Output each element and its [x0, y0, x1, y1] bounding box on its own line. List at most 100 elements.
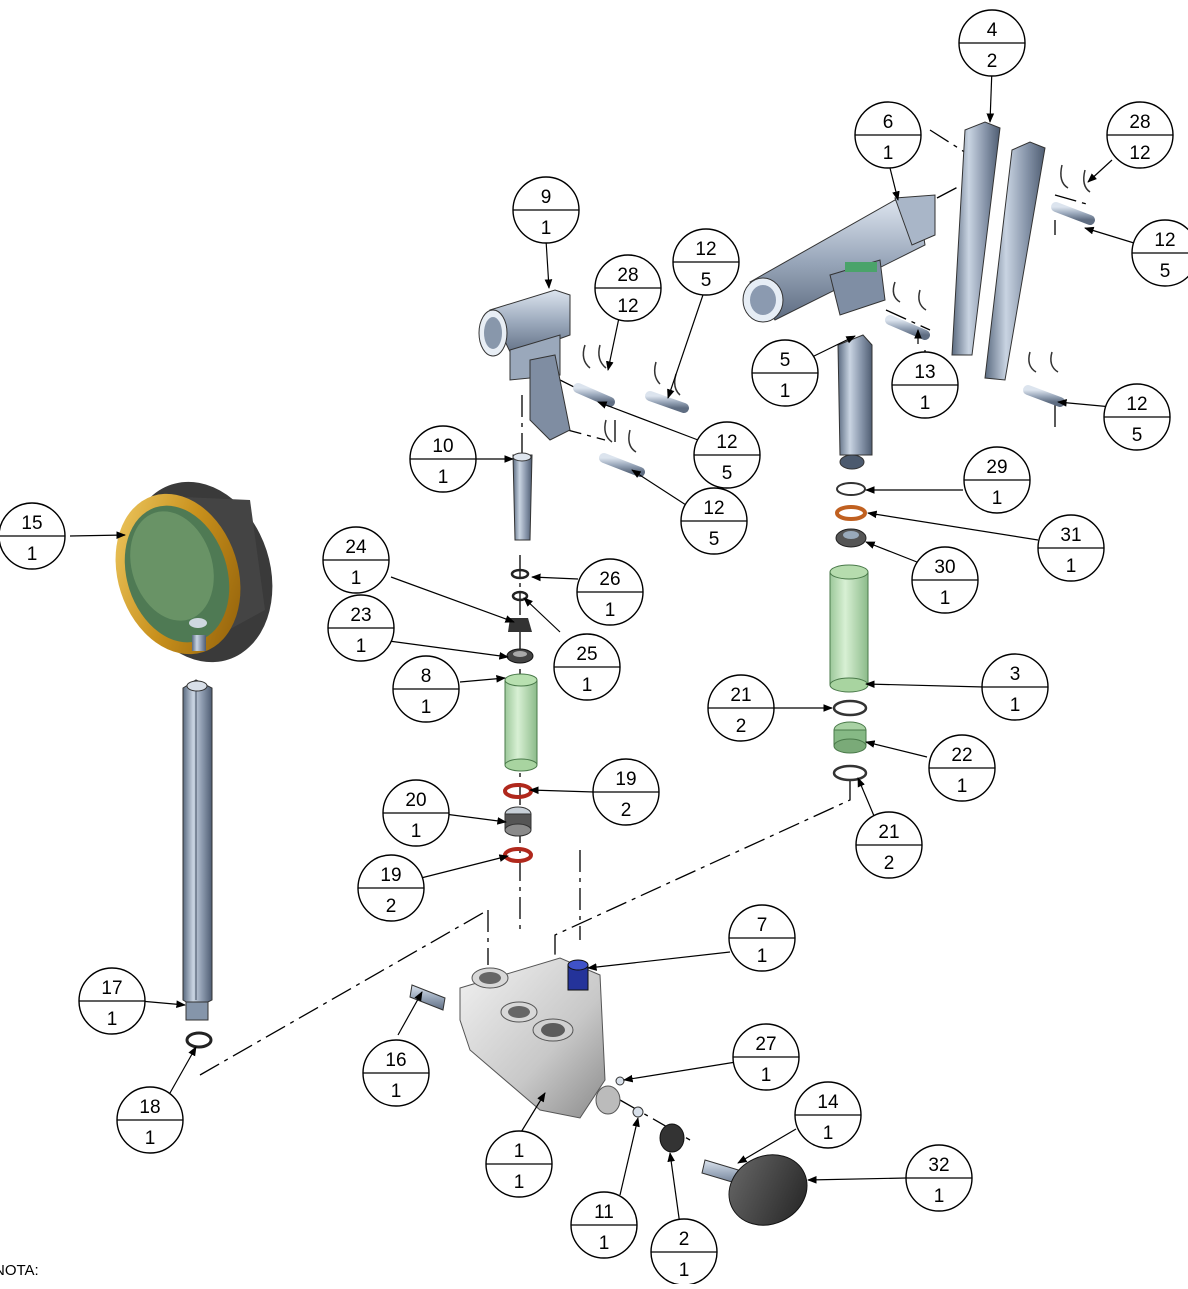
- balloon-item-27-31: 271: [732, 1023, 800, 1091]
- balloon-quantity: 1: [920, 393, 931, 414]
- balloon-item-number: 32: [928, 1155, 949, 1176]
- leader-lines: [69, 67, 1135, 1226]
- balloon-item-number: 7: [757, 915, 768, 936]
- balloon-quantity: 1: [957, 776, 968, 797]
- balloon-quantity: 1: [107, 1009, 118, 1030]
- balloon-item-number: 21: [878, 822, 899, 843]
- balloon-quantity: 1: [757, 946, 768, 967]
- balloon-item-32-36: 321: [905, 1144, 973, 1212]
- balloon-item-number: 26: [599, 569, 620, 590]
- balloon-item-number: 5: [780, 350, 791, 371]
- balloon-quantity: 12: [1129, 143, 1150, 164]
- balloon-item-31-15: 311: [1037, 514, 1105, 582]
- right-pump-stack: [742, 121, 1046, 782]
- balloon-item-13-8: 131: [891, 351, 959, 419]
- note-label: NOTA:: [0, 1262, 39, 1279]
- balloon-item-26-17: 261: [576, 558, 644, 626]
- balloon-item-number: 15: [21, 513, 42, 534]
- balloon-item-11-37: 111: [570, 1191, 638, 1259]
- balloon-item-number: 9: [541, 187, 552, 208]
- balloon-quantity: 1: [27, 544, 38, 565]
- balloon-item-number: 13: [914, 362, 935, 383]
- balloon-item-number: 12: [703, 498, 724, 519]
- right-pins-clips: [892, 164, 1095, 407]
- balloon-item-number: 2: [679, 1229, 690, 1250]
- balloon-item-5-7: 51: [751, 339, 819, 407]
- balloon-quantity: 1: [421, 697, 432, 718]
- pressure-gauge: [115, 481, 273, 663]
- balloon-item-number: 14: [817, 1092, 839, 1113]
- balloon-item-12-3: 125: [1131, 219, 1188, 287]
- balloon-item-15-14: 151: [0, 502, 66, 570]
- balloon-item-number: 4: [987, 20, 998, 41]
- balloon-quantity: 1: [1066, 556, 1077, 577]
- balloon-quantity: 5: [1132, 425, 1143, 446]
- balloon-item-23-19: 231: [327, 594, 395, 662]
- balloon-quantity: 1: [438, 467, 449, 488]
- balloon-item-number: 12: [1126, 394, 1147, 415]
- balloon-item-17-30: 171: [78, 967, 146, 1035]
- balloon-item-number: 12: [695, 239, 716, 260]
- balloon-item-number: 23: [350, 605, 371, 626]
- balloon-item-number: 12: [716, 432, 737, 453]
- balloon-item-24-16: 241: [322, 526, 390, 594]
- balloon-item-number: 19: [615, 769, 636, 790]
- balloon-quantity: 1: [992, 488, 1003, 509]
- balloon-item-number: 1: [514, 1141, 525, 1162]
- balloon-quantity: 1: [823, 1123, 834, 1144]
- balloon-item-number: 20: [405, 790, 426, 811]
- balloon-item-7-29: 71: [728, 904, 796, 972]
- balloon-item-number: 30: [934, 557, 955, 578]
- balloon-item-8-21: 81: [392, 655, 460, 723]
- balloon-quantity: 1: [679, 1260, 690, 1281]
- balloon-item-30-18: 301: [911, 546, 979, 614]
- item-balloons: 4261281212591281212551131125125101125291…: [0, 9, 1188, 1286]
- balloon-quantity: 2: [736, 716, 747, 737]
- balloon-item-6-1: 61: [854, 101, 922, 169]
- balloon-quantity: 1: [351, 568, 362, 589]
- balloon-quantity: 2: [884, 853, 895, 874]
- balloon-item-number: 18: [139, 1097, 160, 1118]
- balloon-quantity: 1: [582, 675, 593, 696]
- balloon-quantity: 1: [605, 600, 616, 621]
- balloon-quantity: 1: [780, 381, 791, 402]
- hex-extension-rod: [182, 679, 213, 1049]
- balloon-item-number: 28: [617, 265, 638, 286]
- balloon-item-number: 22: [951, 745, 972, 766]
- balloon-item-19-26: 192: [592, 758, 660, 826]
- balloon-quantity: 5: [1160, 261, 1171, 282]
- balloon-quantity: 1: [391, 1081, 402, 1102]
- balloon-item-12-9: 125: [693, 421, 761, 489]
- balloon-item-18-34: 181: [116, 1086, 184, 1154]
- balloon-item-14-33: 141: [794, 1081, 862, 1149]
- balloon-item-25-20: 251: [553, 633, 621, 701]
- balloon-item-1-35: 11: [485, 1130, 553, 1198]
- balloon-item-number: 3: [1010, 664, 1021, 685]
- balloon-item-4-0: 42: [958, 9, 1026, 77]
- balloon-quantity: 5: [722, 463, 733, 484]
- balloon-item-number: 19: [380, 865, 401, 886]
- balloon-quantity: 1: [411, 821, 422, 842]
- balloon-item-3-22: 31: [981, 653, 1049, 721]
- balloon-item-number: 6: [883, 112, 894, 133]
- balloon-item-number: 11: [594, 1202, 614, 1223]
- manifold-body: [409, 957, 808, 1226]
- left-pump-stack: [478, 289, 571, 863]
- balloon-quantity: 5: [709, 529, 720, 550]
- balloon-item-number: 28: [1129, 112, 1150, 133]
- balloon-item-number: 21: [730, 685, 751, 706]
- balloon-item-number: 10: [432, 436, 453, 457]
- balloon-quantity: 1: [145, 1128, 156, 1149]
- balloon-quantity: 1: [599, 1233, 610, 1254]
- balloon-item-number: 16: [385, 1050, 406, 1071]
- balloon-item-10-11: 101: [409, 425, 477, 493]
- balloon-quantity: 1: [514, 1172, 525, 1193]
- balloon-item-number: 27: [755, 1034, 776, 1055]
- balloon-quantity: 1: [541, 218, 552, 239]
- balloon-quantity: 1: [761, 1065, 772, 1086]
- balloon-item-12-12: 125: [680, 487, 748, 555]
- balloon-quantity: 1: [356, 636, 367, 657]
- balloon-quantity: 5: [701, 270, 712, 291]
- balloon-item-2-38: 21: [650, 1218, 718, 1286]
